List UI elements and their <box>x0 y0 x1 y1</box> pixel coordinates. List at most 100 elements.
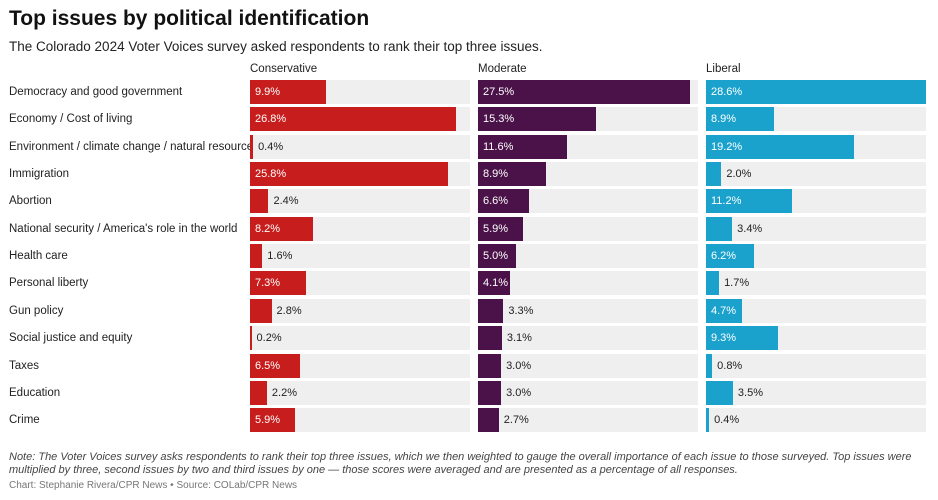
data-label: 2.8% <box>276 304 302 317</box>
bar-conservative <box>250 244 263 269</box>
data-label: 6.5% <box>255 359 281 372</box>
bar-track: 3.0% <box>478 380 698 405</box>
data-label: 1.7% <box>724 277 750 290</box>
data-label: 11.2% <box>711 195 742 208</box>
bar-liberal <box>706 107 775 132</box>
bar-track: 0.2% <box>250 326 470 351</box>
data-label: 8.2% <box>255 222 281 235</box>
bar-track: 6.6% <box>478 189 698 214</box>
bar-moderate <box>478 162 547 187</box>
category-label: Environment / climate change / natural r… <box>9 140 259 153</box>
bar-track: 2.0% <box>706 162 926 187</box>
data-label: 3.1% <box>506 332 532 345</box>
bar-liberal <box>706 216 733 241</box>
category-label: Social justice and equity <box>9 332 133 345</box>
data-label: 0.2% <box>256 332 282 345</box>
panel-header-liberal: Liberal <box>706 63 741 75</box>
data-label: 2.4% <box>273 195 299 208</box>
data-label: 9.3% <box>711 332 737 345</box>
data-label: 5.9% <box>483 222 509 235</box>
bar-track: 5.9% <box>250 408 470 433</box>
data-label: 4.1% <box>483 277 509 290</box>
data-label: 2.2% <box>271 386 297 399</box>
data-label: 0.8% <box>717 359 743 372</box>
bar-conservative <box>250 271 307 296</box>
bar-track: 28.6% <box>706 80 926 104</box>
data-label: 8.9% <box>483 168 509 181</box>
category-label: Gun policy <box>9 304 64 317</box>
bar-track: 25.8% <box>250 162 470 187</box>
bar-conservative <box>250 216 314 241</box>
bar-conservative <box>250 134 254 159</box>
category-label: Personal liberty <box>9 277 89 290</box>
bar-moderate <box>478 271 510 296</box>
bar-moderate <box>478 353 502 378</box>
category-label: Taxes <box>9 359 40 372</box>
bar-track: 7.3% <box>250 271 470 296</box>
data-label: 25.8% <box>255 168 287 181</box>
bar-liberal <box>706 326 778 351</box>
bar-track: 3.0% <box>478 353 698 378</box>
bar-liberal <box>706 298 743 323</box>
category-label: Immigration <box>9 168 70 181</box>
bar-liberal <box>706 134 854 159</box>
data-label: 4.7% <box>711 304 737 317</box>
bar-track: 1.7% <box>706 271 926 296</box>
bar-moderate <box>478 408 499 433</box>
bar-track: 8.2% <box>250 216 470 241</box>
bar-track: 3.3% <box>478 298 698 323</box>
data-label: 2.0% <box>726 168 752 181</box>
bar-track: 5.9% <box>478 216 698 241</box>
bar-conservative <box>250 408 296 433</box>
data-label: 8.9% <box>711 113 737 126</box>
data-label: 26.8% <box>255 113 287 126</box>
bar-moderate <box>478 216 524 241</box>
bar-track: 6.5% <box>250 353 470 378</box>
data-label: 6.2% <box>711 250 737 263</box>
data-label: 3.4% <box>737 222 763 235</box>
data-label: 5.9% <box>255 414 281 427</box>
bar-moderate <box>478 189 529 214</box>
bar-track: 1.6% <box>250 244 470 269</box>
category-label: Crime <box>9 414 40 427</box>
bar-track: 2.7% <box>478 408 698 433</box>
category-label: Democracy and good government <box>9 86 183 98</box>
bar-liberal <box>706 408 710 433</box>
bar-track: 5.0% <box>478 244 698 269</box>
chart-note: Note: The Voter Voices survey asks respo… <box>9 451 912 476</box>
bar-liberal <box>706 162 722 187</box>
bar-track: 2.8% <box>250 298 470 323</box>
data-label: 2.7% <box>503 414 529 427</box>
bar-track: 3.4% <box>706 216 926 241</box>
bar-track: 15.3% <box>478 107 698 132</box>
data-label: 7.3% <box>255 277 281 290</box>
data-label: 3.5% <box>737 386 763 399</box>
bar-moderate <box>478 80 690 104</box>
bar-moderate <box>478 134 568 159</box>
bar-conservative <box>250 162 449 187</box>
data-label: 1.6% <box>267 250 293 263</box>
bar-liberal <box>706 353 713 378</box>
data-label: 5.0% <box>483 250 509 263</box>
bar-conservative <box>250 298 272 323</box>
bar-liberal <box>706 244 754 269</box>
data-label: 6.6% <box>483 195 509 208</box>
bar-track: 2.2% <box>250 380 470 405</box>
bar-liberal <box>706 189 793 214</box>
data-label: 9.9% <box>255 86 281 98</box>
bar-track: 4.1% <box>478 271 698 296</box>
bar-liberal <box>706 271 720 296</box>
data-label: 0.4% <box>258 140 284 153</box>
bar-track: 0.8% <box>706 353 926 378</box>
bar-liberal <box>706 380 733 405</box>
bar-track: 4.7% <box>706 298 926 323</box>
category-label: National security / America's role in th… <box>9 222 238 235</box>
bar-track: 9.3% <box>706 326 926 351</box>
bar-conservative <box>250 326 252 351</box>
bar-track: 6.2% <box>706 244 926 269</box>
bar-track: 8.9% <box>478 162 698 187</box>
bar-track: 8.9% <box>706 107 926 132</box>
data-label: 3.0% <box>506 386 532 399</box>
data-label: 3.3% <box>508 304 534 317</box>
data-label: 0.4% <box>714 414 740 427</box>
